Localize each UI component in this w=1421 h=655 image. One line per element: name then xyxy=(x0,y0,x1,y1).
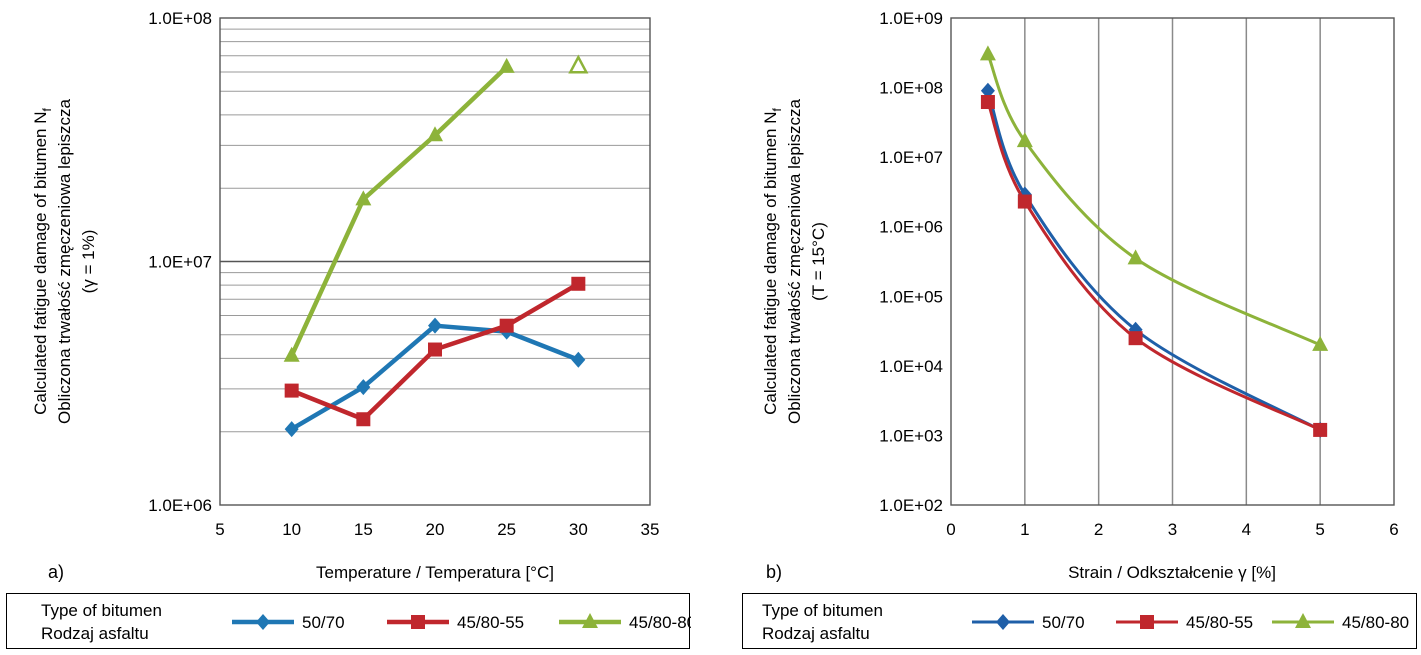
legend-b: Type of bitumen Rodzaj asfaltu 50/70 45/80-… xyxy=(742,593,1417,649)
chart-a: 1.0E+06 1.0E+07 1.0E+08 5 10 15 20 25 30 35 Calcul… xyxy=(31,9,660,582)
x-tick-label: 2 xyxy=(1094,520,1103,539)
legend-a: Type of bitumen Rodzaj asfaltu 50/70 45/80-… xyxy=(6,593,696,649)
y-tick-label: 1.0E+06 xyxy=(879,218,943,237)
y-axis-label: Calculated fatigue damage of bitumen Nf xyxy=(761,107,784,414)
data-point xyxy=(571,351,586,368)
y-tick-label: 1.0E+03 xyxy=(879,426,943,445)
legend-b-graphic: Type of bitumen Rodzaj asfaltu 50/70 45/80-… xyxy=(762,601,1409,643)
data-point xyxy=(568,54,589,74)
chart-b: 1.0E+02 1.0E+03 1.0E+04 1.0E+05 1.0E+06 1.0E+… xyxy=(761,9,1399,582)
x-tick-label: 0 xyxy=(946,520,955,539)
data-point xyxy=(980,95,995,110)
data-point xyxy=(356,379,371,396)
y-tick-label: 1.0E+07 xyxy=(148,253,212,272)
x-tick-label: 5 xyxy=(215,520,224,539)
legend-title: Type of bitumen xyxy=(762,601,883,620)
legend-marker xyxy=(1140,615,1154,629)
y-axis-label-subscript: f xyxy=(40,107,54,111)
data-point xyxy=(356,412,371,427)
y-axis-label: Obliczona trwałość zmęczeniowa lepiszcza xyxy=(785,98,804,424)
x-tick-label: 10 xyxy=(282,520,301,539)
legend-entry-label: 45/80-55 xyxy=(1186,613,1253,632)
legend-marker xyxy=(582,613,598,628)
legend-marker xyxy=(411,615,425,629)
panel-label: b) xyxy=(766,562,782,582)
x-tick-label: 35 xyxy=(641,520,660,539)
data-point xyxy=(283,346,300,362)
legend-entry-label: 50/70 xyxy=(302,613,345,632)
legend-marker xyxy=(256,614,270,630)
data-point xyxy=(428,317,442,334)
y-axis-label: Calculated fatigue damage of bitumen Nf xyxy=(31,107,54,414)
x-tick-label: 25 xyxy=(497,520,516,539)
legend-entry-label: 45/80-55 xyxy=(457,613,524,632)
y-tick-label: 1.0E+06 xyxy=(148,496,212,515)
x-axis-label: Strain / Odkształcenie γ [%] xyxy=(1068,563,1276,582)
y-tick-label: 1.0E+07 xyxy=(879,148,943,167)
x-tick-label: 4 xyxy=(1242,520,1251,539)
data-point xyxy=(979,45,996,61)
y-tick-label: 1.0E+09 xyxy=(879,9,943,28)
data-point xyxy=(428,342,442,357)
data-point xyxy=(284,421,299,438)
y-tick-label: 1.0E+02 xyxy=(879,496,943,515)
x-tick-label: 30 xyxy=(569,520,588,539)
series-line xyxy=(289,65,509,357)
y-axis-label-subscript: f xyxy=(770,107,784,111)
data-point xyxy=(499,318,514,333)
data-point xyxy=(355,190,372,206)
x-tick-label: 15 xyxy=(354,520,373,539)
data-point xyxy=(284,383,299,398)
x-tick-label: 5 xyxy=(1315,520,1324,539)
data-point xyxy=(1016,132,1033,148)
y-tick-label: 1.0E+05 xyxy=(879,287,943,306)
y-tick-label: 1.0E+08 xyxy=(879,79,943,98)
x-tick-label: 1 xyxy=(1020,520,1029,539)
y-axis-label: Obliczona trwałość zmęczeniowa lepiszcza xyxy=(55,98,74,424)
data-point xyxy=(571,276,586,291)
legend-entry-label: 45/80-80 xyxy=(629,613,691,632)
legend-title: Type of bitumen xyxy=(41,601,162,620)
legend-entry-label: 50/70 xyxy=(1042,613,1085,632)
legend-entry-label: 45/80-80 xyxy=(1342,613,1409,632)
y-tick-label: 1.0E+04 xyxy=(879,357,943,376)
data-point xyxy=(498,57,515,73)
x-tick-label: 6 xyxy=(1389,520,1398,539)
data-point xyxy=(1127,249,1144,265)
plot-area-border xyxy=(219,17,651,506)
legend-title: Rodzaj asfaltu xyxy=(762,624,870,643)
data-point xyxy=(980,82,995,99)
y-tick-label: 1.0E+08 xyxy=(148,9,212,28)
data-point xyxy=(1128,331,1143,346)
data-point xyxy=(1017,194,1032,209)
series-line xyxy=(986,53,1321,347)
y-axis-label: (T = 15°C) xyxy=(809,222,828,301)
data-point xyxy=(427,126,443,142)
plot-area-border xyxy=(950,17,1395,506)
legend-marker xyxy=(996,614,1010,630)
series-line xyxy=(986,90,1321,432)
series-line xyxy=(986,101,1321,432)
y-axis-label: (γ = 1%) xyxy=(79,230,98,294)
data-point xyxy=(1313,422,1328,437)
series-line xyxy=(290,323,580,432)
legend-title: Rodzaj asfaltu xyxy=(41,624,149,643)
x-tick-label: 3 xyxy=(1168,520,1177,539)
legend-marker xyxy=(1295,613,1311,628)
data-point xyxy=(1312,335,1329,351)
x-tick-label: 20 xyxy=(426,520,445,539)
panel-label: a) xyxy=(48,562,64,582)
x-axis-label: Temperature / Temperatura [°C] xyxy=(316,563,554,582)
legend-a-graphic: Type of bitumen Rodzaj asfaltu 50/70 45/80-… xyxy=(41,601,696,643)
